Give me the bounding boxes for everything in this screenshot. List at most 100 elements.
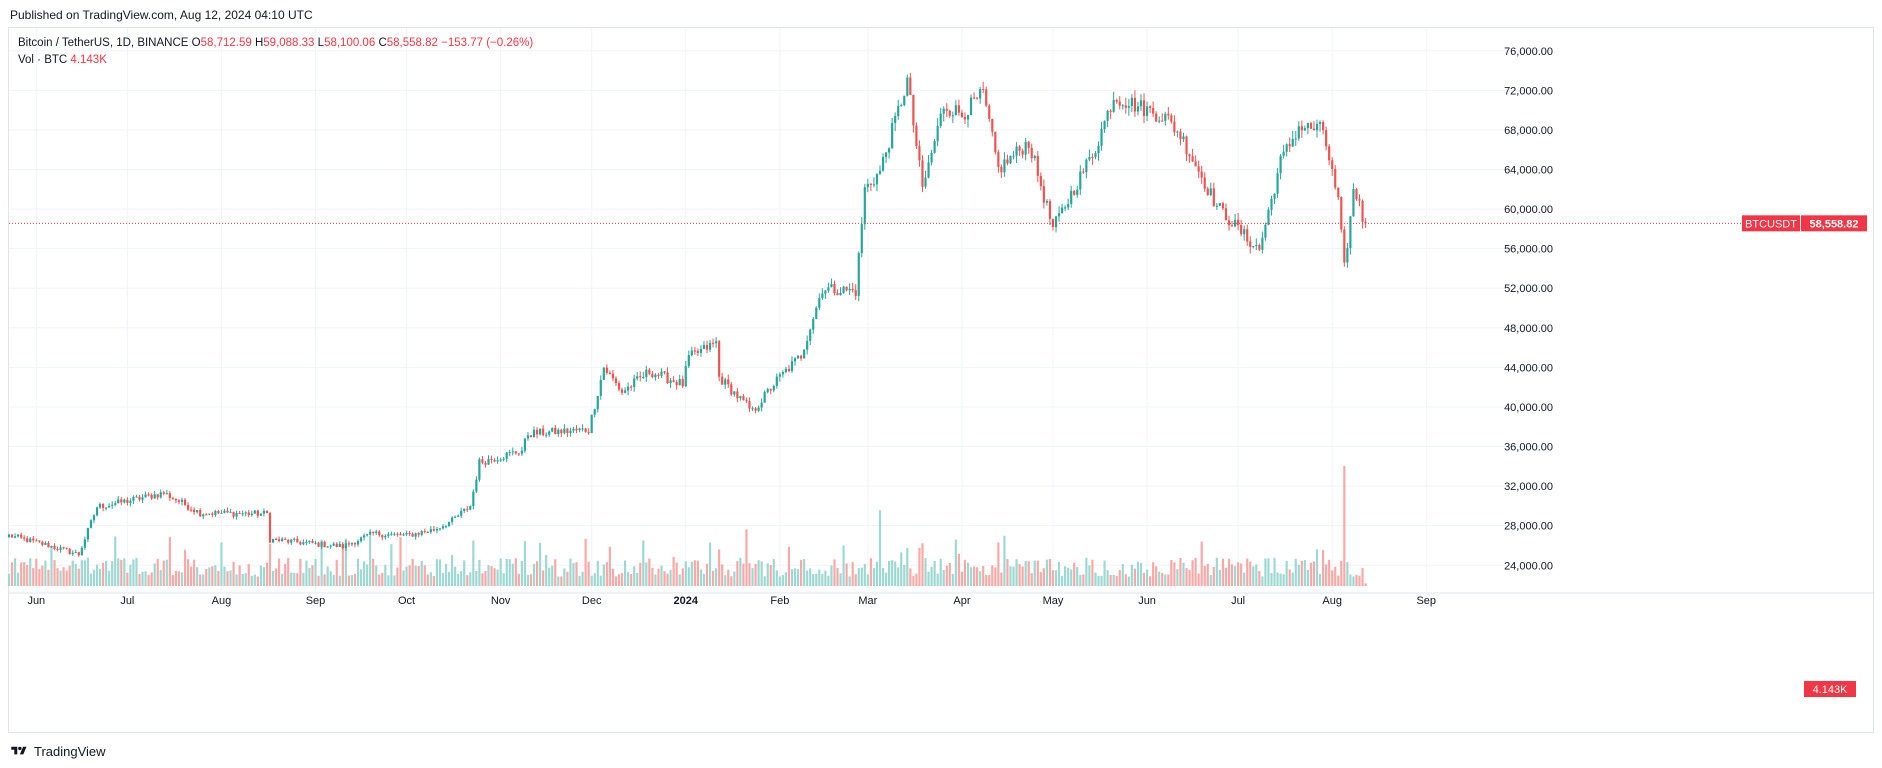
candle-body	[1297, 126, 1300, 139]
volume-bar	[153, 563, 156, 586]
candle-body	[429, 529, 432, 533]
candle-body	[1309, 123, 1313, 129]
volume-bar	[523, 541, 527, 586]
candle-body	[1270, 198, 1273, 210]
volume-bar	[105, 560, 108, 586]
candle-body	[320, 541, 323, 547]
volume-bar	[302, 572, 305, 586]
candle-body	[1249, 241, 1252, 247]
volume-bar	[1000, 572, 1003, 586]
candle-body	[1191, 156, 1194, 162]
footer-brand[interactable]: TradingView	[10, 742, 106, 760]
volume-bar	[423, 565, 426, 586]
candle-body	[1012, 155, 1015, 157]
volume-bar	[108, 570, 111, 586]
volume-bar	[572, 563, 575, 586]
volume-bar	[593, 573, 596, 586]
symbol-title[interactable]: Bitcoin / TetherUS, 1D, BINANCE	[18, 37, 189, 49]
volume-bar	[7, 573, 11, 586]
volume-bar	[174, 570, 178, 586]
candle-body	[863, 187, 866, 225]
candle-body	[284, 538, 287, 540]
candle-body	[633, 378, 636, 388]
volume-bar	[177, 571, 181, 586]
volume-bar	[772, 559, 775, 586]
candle-body	[900, 105, 903, 107]
volume-bar	[763, 576, 766, 586]
volume-bar	[168, 536, 171, 586]
candle-body	[611, 373, 615, 379]
volume-bar	[545, 555, 548, 586]
volume-bar	[147, 574, 150, 586]
volume-bar	[611, 568, 615, 586]
volume-bar	[948, 562, 951, 586]
candle-body	[177, 500, 181, 502]
candle-body	[193, 509, 196, 513]
volume-label[interactable]: Vol · BTC	[18, 54, 68, 66]
candle-body	[10, 534, 14, 538]
volume-bar	[1267, 558, 1270, 586]
candle-body	[866, 183, 869, 188]
volume-bar	[696, 560, 700, 586]
candle-body	[1060, 207, 1064, 214]
candle-body	[590, 414, 593, 433]
candle-body	[1328, 146, 1331, 161]
volume-bar	[511, 563, 514, 586]
volume-bar	[642, 540, 645, 586]
volume-bar	[126, 572, 129, 586]
price-axis[interactable]: 24,000.00 28,000.00 32,000.00 36,000.00 40,0…	[1504, 46, 1553, 573]
volume-bar	[854, 574, 857, 586]
candle-body	[693, 350, 696, 352]
volume-bar	[909, 568, 912, 586]
volume-bar	[872, 568, 876, 586]
volume-bar	[1300, 560, 1303, 586]
volume-bar	[888, 560, 891, 586]
volume-bar	[1112, 574, 1115, 586]
candle-body	[165, 493, 168, 495]
symbol-legend-row: Bitcoin / TetherUS, 1D, BINANCE O58,712.…	[18, 35, 533, 52]
volume-bar	[268, 543, 272, 586]
time-tick-label: Jun	[1138, 595, 1156, 607]
candle-body	[65, 547, 68, 549]
volume-bar	[766, 563, 769, 586]
candle-body	[326, 546, 329, 548]
volume-bar	[1097, 576, 1100, 586]
volume-bar	[502, 573, 505, 586]
candle-body	[526, 435, 530, 439]
candle-body	[806, 340, 809, 350]
price-tick-label: 72,000.00	[1504, 85, 1553, 97]
candle-body	[645, 369, 648, 377]
volume-bar	[278, 558, 281, 586]
time-axis[interactable]: Jun Jul Aug Sep Oct Nov Dec 2024 Feb Mar Apr May Jun…	[9, 592, 1873, 607]
volume-bar	[812, 573, 815, 586]
volume-bar	[83, 560, 86, 586]
volume-bar	[818, 569, 821, 586]
volume-bar	[1279, 573, 1282, 586]
candle-body	[217, 510, 220, 514]
volume-bar	[1133, 568, 1137, 586]
candle-body	[387, 534, 390, 536]
candle-body	[957, 105, 960, 113]
candle-body	[651, 373, 654, 378]
candle-body	[675, 381, 678, 386]
volume-bar	[253, 574, 256, 586]
candle-body	[854, 290, 857, 296]
price-chart[interactable]: 24,000.00 28,000.00 32,000.00 36,000.00 40,0…	[0, 0, 1882, 740]
volume-bar	[1288, 569, 1291, 586]
volume-bar	[92, 569, 96, 586]
candle-body	[1294, 138, 1297, 140]
volume-bar	[1246, 558, 1249, 586]
volume-bar	[53, 559, 56, 586]
candle-body	[344, 543, 347, 549]
candle-body	[751, 408, 754, 410]
candle-body	[948, 110, 951, 116]
volume-bar	[906, 547, 909, 586]
candle-body	[1282, 151, 1285, 156]
change-value: −153.77 (−0.26%)	[441, 37, 534, 49]
volume-bar	[1346, 562, 1349, 586]
volume-bar	[162, 560, 165, 586]
volume-bar	[982, 566, 985, 586]
candle-body	[153, 494, 156, 499]
candle-body	[972, 97, 976, 99]
volume-bar	[599, 575, 602, 586]
